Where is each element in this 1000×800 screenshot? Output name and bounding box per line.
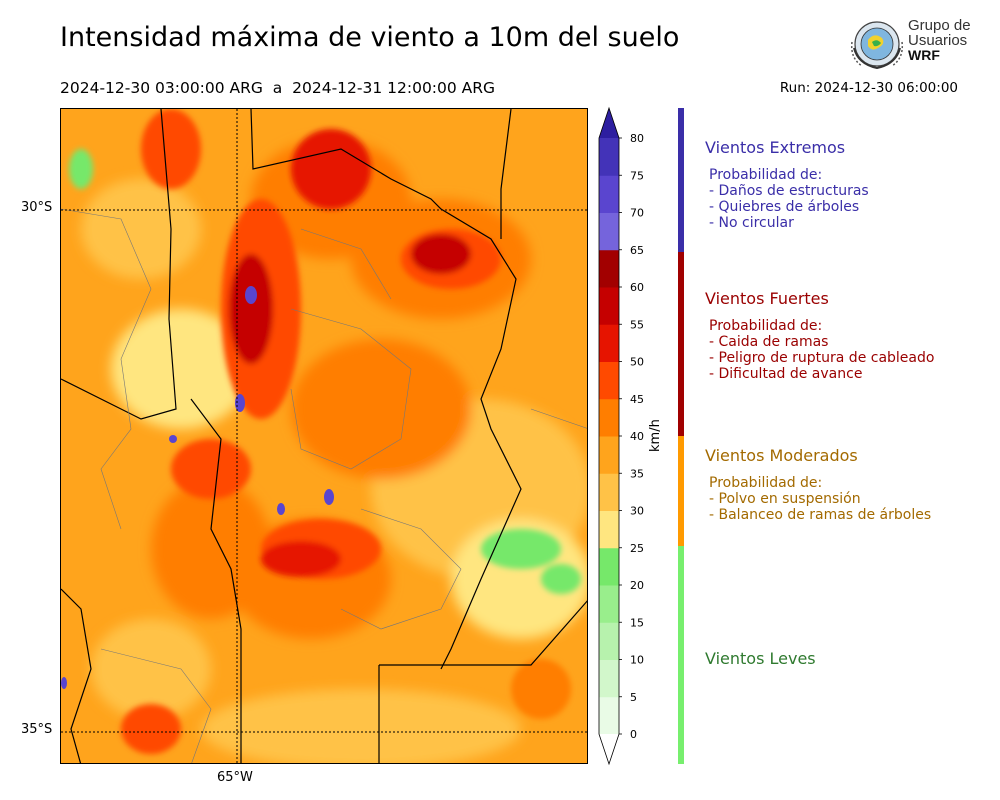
- colorbar-tick-label: 5: [630, 691, 637, 704]
- category-line: Probabilidad de:: [709, 318, 823, 334]
- colorbar-segment: [599, 547, 619, 586]
- logo-line-2: Usuarios: [908, 32, 968, 49]
- category-title: Vientos Moderados: [705, 446, 858, 465]
- colorbar-segment: [599, 138, 619, 176]
- colorbar-tick-label: 45: [630, 393, 644, 406]
- colorbar-tick-label: 0: [630, 728, 637, 741]
- category-line: - Caida de ramas: [709, 334, 829, 350]
- colorbar-segment: [599, 436, 619, 474]
- category-strong: Vientos Fuertes Probabilidad de: - Caida…: [705, 289, 934, 382]
- colorbar-segment: [599, 696, 619, 735]
- colorbar-segment: [599, 659, 619, 698]
- lat-label-35s: 35°S: [21, 722, 53, 737]
- colorbar-segment: [599, 473, 619, 511]
- forecast-period: 2024-12-30 03:00:00 ARG a 2024-12-31 12:…: [60, 79, 496, 97]
- category-line: - No circular: [709, 215, 794, 231]
- lon-label-65w: 65°W: [217, 770, 253, 785]
- category-title: Vientos Extremos: [705, 138, 846, 157]
- wrf-logo: Grupo de Usuarios WRF: [848, 18, 973, 73]
- colorbar-tick-label: 35: [630, 467, 644, 480]
- category-line: - Polvo en suspensión: [709, 491, 861, 507]
- colorbar-tick-label: 25: [630, 542, 644, 555]
- run-label: Run: 2024-12-30 06:00:00: [779, 80, 958, 96]
- category-line: - Daños de estructuras: [709, 183, 869, 199]
- colorbar-tick-label: 75: [630, 169, 644, 182]
- wind-map-field: [61, 109, 587, 763]
- colorbar-tick-label: 40: [630, 430, 644, 443]
- colorbar-segment: [599, 324, 619, 362]
- category-title: Vientos Leves: [705, 649, 816, 668]
- category-title: Vientos Fuertes: [705, 289, 829, 308]
- category-light: Vientos Leves: [705, 649, 816, 678]
- category-extreme: Vientos Extremos Probabilidad de: - Daño…: [705, 138, 869, 231]
- colorbar-scale: 0 5 10 15 20 25 30 35 40 45 50 55 60 65 70 75 80: [598, 106, 644, 766]
- colorbar-tick-label: 10: [630, 654, 644, 667]
- colorbar-tick-label: 15: [630, 616, 644, 629]
- colorbar-tick-label: 50: [630, 356, 644, 369]
- colorbar-tick-label: 20: [630, 579, 644, 592]
- page-title: Intensidad máxima de viento a 10m del su…: [60, 22, 680, 53]
- colorbar: 0 5 10 15 20 25 30 35 40 45 50 55 60 65 70 75 80: [596, 104, 646, 768]
- colorbar-extend-top: [599, 108, 619, 138]
- colorbar-tick-label: 60: [630, 281, 644, 294]
- colorbar-segment: [599, 622, 619, 660]
- colorbar-tick-label: 80: [630, 132, 644, 145]
- globe-logo-icon: [850, 21, 904, 70]
- colorbar-segment: [599, 175, 619, 213]
- sidebar-bar-extreme: [678, 108, 684, 252]
- sidebar-bar-moderate: [678, 436, 684, 546]
- colorbar-tick-label: 30: [630, 505, 644, 518]
- wind-map: [60, 108, 588, 764]
- colorbar-segment: [599, 510, 619, 549]
- colorbar-segment: [599, 585, 619, 623]
- category-line: - Quiebres de árboles: [709, 199, 860, 215]
- colorbar-segment: [599, 398, 619, 437]
- lat-label-30s: 30°S: [21, 200, 53, 215]
- category-line: Probabilidad de:: [709, 475, 823, 491]
- colorbar-tick-label: 70: [630, 207, 644, 220]
- category-line: - Balanceo de ramas de árboles: [709, 507, 932, 523]
- colorbar-segment: [599, 287, 619, 325]
- colorbar-unit: km/h: [648, 419, 663, 452]
- colorbar-segment: [599, 212, 619, 251]
- category-line: Probabilidad de:: [709, 167, 823, 183]
- category-moderate: Vientos Moderados Probabilidad de: - Pol…: [705, 446, 931, 523]
- colorbar-tick-label: 55: [630, 318, 644, 331]
- category-line: - Dificultad de avance: [709, 366, 863, 382]
- colorbar-extend-bottom: [599, 734, 619, 764]
- sidebar-bar-strong: [678, 252, 684, 436]
- category-line: - Peligro de ruptura de cableado: [709, 350, 935, 366]
- colorbar-segment: [599, 361, 619, 400]
- colorbar-segment: [599, 249, 619, 288]
- colorbar-tick-label: 65: [630, 244, 644, 257]
- logo-line-1: Grupo de: [908, 17, 971, 34]
- logo-line-3: WRF: [908, 47, 940, 63]
- sidebar-bar-light: [678, 546, 684, 764]
